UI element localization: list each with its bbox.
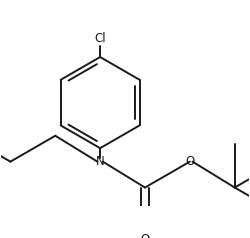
Text: N: N bbox=[96, 155, 104, 168]
Text: O: O bbox=[140, 233, 149, 238]
Text: O: O bbox=[185, 155, 194, 168]
Text: Cl: Cl bbox=[94, 32, 106, 45]
